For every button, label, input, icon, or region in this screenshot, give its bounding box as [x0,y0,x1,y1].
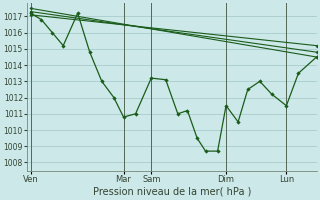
X-axis label: Pression niveau de la mer( hPa ): Pression niveau de la mer( hPa ) [92,187,251,197]
